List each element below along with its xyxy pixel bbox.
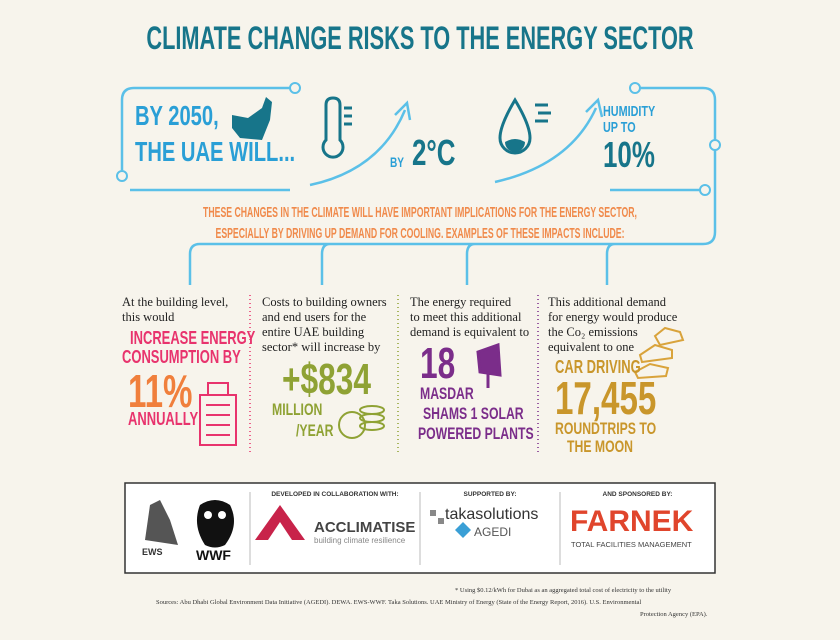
impact-text: to meet this additional: [410, 310, 522, 324]
impact-highlight: INCREASE ENERGY: [130, 328, 256, 348]
decor-path: [494, 97, 604, 184]
impact-text: for energy would produce: [548, 310, 678, 324]
impact-text: this would: [122, 310, 175, 324]
humidity-value: 10%: [603, 134, 655, 175]
sponsor-label: AND SPONSORED BY:: [602, 491, 673, 498]
impact-figure: 18: [420, 339, 456, 388]
impact-text: Costs to building owners: [262, 295, 387, 309]
impact-text: sector* will increase by: [262, 340, 381, 354]
decor-path: [145, 500, 178, 545]
decor-path: [638, 343, 673, 364]
impact-text: demand is equivalent to: [410, 325, 530, 339]
impact-unit: MILLION: [272, 400, 323, 419]
decor-path: [535, 103, 551, 123]
collab-tagline: building climate resilience: [314, 536, 406, 545]
impact-unit: POWERED PLANTS: [418, 424, 534, 443]
decor-g: [338, 405, 385, 439]
decor-path: [498, 97, 532, 155]
impact-text: equivalent to one: [548, 340, 635, 354]
decor-path: [455, 522, 471, 538]
implications: ESPECIALLY BY DRIVING UP DEMAND FOR COOL…: [215, 225, 625, 242]
footnote: * Using $0.12/kWh for Dubai as an aggreg…: [455, 587, 672, 594]
decor-g: [199, 382, 237, 446]
decor-path: [344, 106, 352, 126]
collab-label: DEVELOPED IN COLLABORATION WITH:: [271, 491, 399, 498]
decor-circle: [218, 511, 226, 519]
lead: BY 2050,: [135, 100, 219, 131]
decor-rect: [199, 394, 237, 446]
decor-path: [430, 510, 444, 524]
impact-text: the Co₂ emissions: [548, 325, 638, 339]
decor-circle: [116, 170, 128, 182]
impact-figure: 17,455: [555, 372, 657, 424]
decor-path: [633, 362, 670, 380]
decor-circle: [699, 184, 711, 196]
decor-ellipse: [359, 405, 385, 415]
decor-path: [206, 404, 230, 436]
sponsor-tagline: TOTAL FACILITIES MANAGEMENT: [571, 540, 692, 549]
decor-circle: [204, 511, 212, 519]
decor-g: [633, 326, 685, 380]
decor-path: [309, 100, 412, 187]
impact-text: This additional demand: [548, 295, 667, 309]
impact-unit: /YEAR: [296, 421, 334, 440]
decor-path: [321, 96, 345, 159]
decor-path: [476, 342, 502, 388]
sources: Protection Agency (EPA).: [640, 611, 708, 618]
implications: THESE CHANGES IN THE CLIMATE WILL HAVE I…: [203, 204, 637, 221]
support-name: AGEDI: [474, 525, 512, 539]
decor-circle: [289, 82, 301, 94]
impact-figure: 11%: [128, 365, 193, 417]
logo-ews: EWS: [142, 547, 163, 557]
impact-unit: ROUNDTRIPS TO: [555, 419, 657, 438]
impact-highlight: CONSUMPTION BY: [122, 347, 241, 367]
impact-text: The energy required: [410, 295, 512, 309]
sources: Sources: Abu Dhabi Global Environment Da…: [156, 599, 642, 606]
decor-circle: [338, 411, 366, 439]
decor-ellipse: [359, 421, 385, 431]
impact-figure: +$834: [282, 355, 371, 404]
humidity-label: HUMIDITY: [603, 103, 656, 120]
sponsor-name: FARNEK: [570, 505, 694, 538]
decor-g: [249, 492, 561, 565]
lead: THE UAE WILL...: [135, 136, 296, 167]
support-name: takasolutions: [445, 506, 539, 523]
impact-unit: ANNUALLY: [128, 409, 199, 429]
decor-path: [232, 97, 272, 140]
decor-path: [505, 139, 525, 152]
decor-rect: [207, 382, 229, 396]
decor-path: [696, 318, 722, 351]
support-label: SUPPORTED BY:: [463, 491, 517, 498]
logo-wwf: WWF: [196, 547, 231, 563]
impact-unit: SHAMS 1 SOLAR: [423, 404, 524, 423]
decor-path: [653, 326, 685, 347]
impact-unit: THE MOON: [567, 437, 633, 456]
impact-unit: MASDAR: [420, 384, 474, 403]
temp-prefix: BY: [390, 154, 405, 170]
decor-path: [188, 86, 717, 285]
impact-text: At the building level,: [122, 295, 229, 309]
humidity-label: UP TO: [603, 119, 636, 136]
decor-g: [116, 82, 721, 196]
decor-circle: [629, 82, 641, 94]
temp-value: 2°C: [412, 132, 456, 173]
decor-path: [120, 86, 300, 170]
impact-highlight: CAR DRIVING: [555, 357, 641, 377]
decor-circle: [709, 139, 721, 151]
decor-g: [321, 96, 551, 159]
collab-name: ACCLIMATISE: [314, 519, 416, 536]
decor-path: [255, 505, 305, 540]
impact-text: entire UAE building: [262, 325, 365, 339]
title: CLIMATE CHANGE RISKS TO THE ENERGY SECTO…: [146, 20, 694, 56]
impact-text: and end users for the: [262, 310, 367, 324]
decor-g: [120, 86, 717, 285]
